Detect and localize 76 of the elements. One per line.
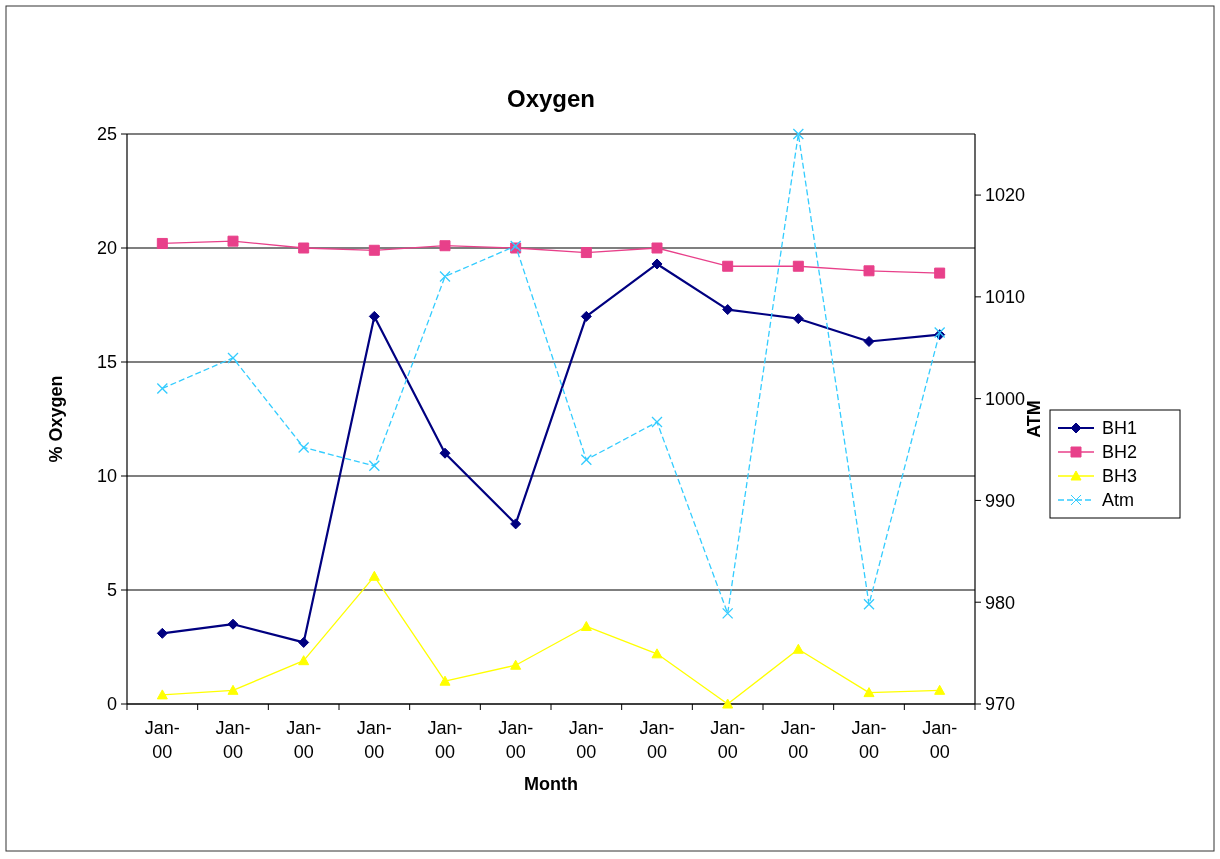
point <box>298 655 310 666</box>
legend-label: Atm <box>1102 490 1135 511</box>
point <box>227 618 239 630</box>
point <box>580 310 592 322</box>
legend-label: BH1 <box>1102 418 1138 439</box>
x-tick-label: Jan-00 <box>851 718 887 762</box>
y2-tick-label: 980 <box>985 592 1016 613</box>
legend-label: BH2 <box>1102 442 1138 463</box>
point <box>934 267 946 279</box>
y2-tick-label: 1000 <box>985 388 1026 409</box>
x-tick-label: Jan-00 <box>639 718 675 762</box>
y-axis-title: % Oxygen <box>46 375 66 463</box>
point <box>722 698 734 709</box>
x-tick-label: Jan-00 <box>498 718 534 762</box>
point <box>227 684 239 695</box>
y-tick-label: 20 <box>96 238 117 259</box>
y-tick-label: 0 <box>106 694 117 715</box>
point <box>227 235 239 247</box>
point <box>156 237 168 249</box>
point <box>156 627 168 639</box>
point <box>934 684 946 695</box>
y2-tick-label: 1020 <box>985 185 1026 206</box>
point <box>792 643 804 654</box>
point <box>439 240 451 252</box>
point <box>439 270 451 283</box>
y-tick-label: 10 <box>96 466 117 487</box>
point <box>722 304 734 316</box>
point <box>298 636 310 648</box>
x-tick-label: Jan-00 <box>568 718 604 762</box>
x-tick-label: Jan-00 <box>710 718 746 762</box>
point <box>863 598 875 610</box>
point <box>792 128 804 140</box>
point <box>651 258 663 270</box>
x-tick-label: Jan-00 <box>356 718 392 762</box>
point <box>368 460 380 472</box>
point <box>439 447 451 459</box>
y-tick-label: 25 <box>96 124 117 145</box>
point <box>580 620 592 631</box>
legend-label: BH3 <box>1102 466 1138 487</box>
point <box>298 242 310 254</box>
y-tick-label: 5 <box>106 580 117 601</box>
point <box>439 675 451 686</box>
point <box>863 335 875 347</box>
y-tick-label: 15 <box>96 352 117 373</box>
point <box>156 382 168 395</box>
point <box>298 441 310 454</box>
point <box>792 260 804 272</box>
point <box>368 570 380 581</box>
y2-axis-title: ATM <box>1024 400 1044 438</box>
point <box>863 687 875 698</box>
x-tick-label: Jan-00 <box>144 718 180 762</box>
x-axis-title: Month <box>524 774 578 794</box>
point <box>580 454 592 466</box>
point <box>368 244 380 256</box>
x-tick-label: Jan-00 <box>427 718 463 762</box>
y2-tick-label: 970 <box>985 694 1016 715</box>
y2-tick-label: 1010 <box>985 287 1026 308</box>
point <box>863 265 875 277</box>
point <box>368 310 380 322</box>
chart-title: Oxygen <box>506 85 596 112</box>
point <box>156 689 168 700</box>
x-tick-label: Jan-00 <box>780 718 816 762</box>
point <box>722 260 734 272</box>
x-tick-label: Jan-00 <box>286 718 322 762</box>
point <box>227 352 239 364</box>
point <box>651 242 663 254</box>
point <box>580 247 592 259</box>
point <box>792 313 804 325</box>
point <box>722 607 734 620</box>
point <box>651 648 663 659</box>
point <box>510 659 522 670</box>
y2-tick-label: 990 <box>985 490 1016 511</box>
x-tick-label: Jan-00 <box>922 718 958 762</box>
x-tick-label: Jan-00 <box>215 718 251 762</box>
point <box>651 416 663 428</box>
point <box>510 518 522 530</box>
